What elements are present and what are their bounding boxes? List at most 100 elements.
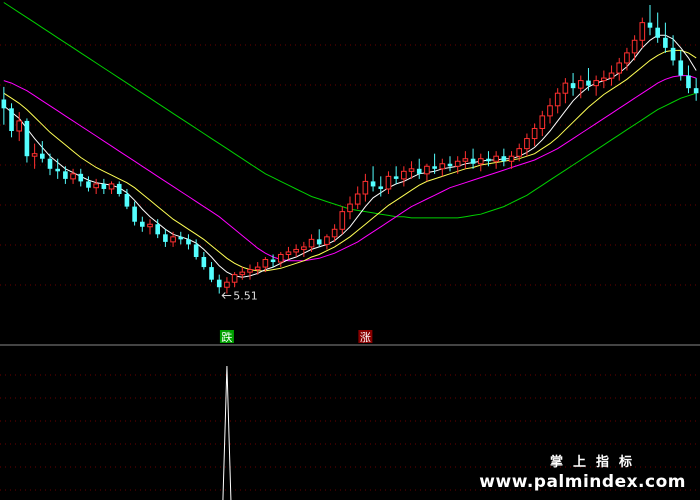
candle-body — [508, 155, 515, 162]
candle — [693, 78, 699, 101]
candle — [108, 181, 115, 194]
candle — [262, 257, 269, 273]
candle — [155, 219, 160, 239]
candle — [285, 246, 292, 260]
candle-body — [486, 158, 491, 162]
candle-body — [331, 228, 338, 238]
candle-body — [586, 80, 591, 86]
candle — [439, 158, 446, 177]
candle — [362, 173, 369, 202]
candle-body — [378, 186, 384, 189]
candle-body — [1, 99, 7, 109]
candle-body — [132, 206, 137, 222]
candle-body — [362, 180, 369, 195]
candle — [593, 75, 599, 96]
candle — [531, 123, 538, 147]
candle — [547, 98, 553, 124]
candle-body — [554, 92, 561, 107]
candle — [454, 156, 461, 174]
candle — [385, 171, 392, 194]
candle-body — [270, 259, 276, 263]
candle-body — [570, 83, 576, 89]
candle-body — [55, 168, 60, 172]
candle-body — [216, 279, 222, 288]
candle — [132, 201, 137, 226]
candle-body — [639, 22, 646, 41]
candle-body — [670, 47, 676, 61]
candle — [516, 143, 523, 162]
candle — [655, 12, 660, 43]
candle — [639, 17, 646, 48]
candle — [270, 254, 276, 268]
candle-body — [47, 158, 53, 169]
candle-body — [31, 153, 38, 157]
candle — [293, 244, 299, 257]
candle-body — [308, 238, 315, 248]
candle — [686, 65, 691, 94]
candle-body — [593, 80, 599, 87]
candle-body — [231, 274, 238, 283]
signal-down-box — [219, 330, 234, 343]
candle — [224, 277, 230, 294]
candle-body — [170, 236, 176, 243]
candle-body — [416, 168, 422, 174]
candle — [308, 234, 315, 252]
ma-mid-line — [3, 49, 697, 272]
candle — [216, 274, 222, 294]
candle — [40, 141, 45, 163]
candle — [231, 272, 238, 288]
candle — [239, 267, 246, 280]
candle — [347, 196, 353, 220]
candle — [370, 166, 376, 192]
candle — [170, 231, 176, 247]
candle-body — [224, 281, 230, 288]
signal-up-box — [358, 330, 373, 343]
candle-body — [547, 105, 553, 117]
candle — [9, 103, 14, 138]
candle — [408, 161, 415, 179]
ma-longest-line — [3, 2, 697, 219]
candle-body — [524, 138, 530, 150]
indicator-pane — [0, 365, 700, 500]
candle — [608, 65, 615, 86]
candle-body — [63, 171, 68, 179]
candle-body — [86, 181, 91, 188]
candle — [601, 70, 607, 89]
candle — [577, 75, 584, 99]
candle-body — [439, 163, 446, 170]
watermark-url: www.palmindex.com — [479, 472, 686, 492]
candle-body — [193, 244, 199, 257]
candle-body — [108, 183, 115, 190]
candle — [86, 176, 91, 192]
candle — [78, 168, 84, 187]
candle — [624, 47, 630, 71]
candle — [47, 153, 53, 176]
candle — [101, 178, 107, 194]
candle-body — [147, 223, 153, 228]
candle — [470, 148, 476, 169]
candle-body — [16, 120, 23, 132]
candle — [163, 229, 168, 247]
candle-body — [424, 165, 430, 175]
candle — [539, 110, 546, 137]
candle — [416, 158, 422, 179]
candle-body — [186, 239, 191, 245]
candle-body — [562, 82, 569, 94]
candle-body — [663, 37, 668, 48]
candle-body — [93, 183, 99, 189]
candle-body — [686, 75, 691, 89]
candle — [432, 153, 437, 174]
candle-body — [693, 88, 699, 94]
candle — [124, 188, 130, 210]
signal-up-label: 涨 — [360, 331, 371, 344]
candle-body — [616, 62, 623, 74]
low-marker-label: 5.51 — [233, 290, 258, 303]
candle-body — [316, 239, 322, 245]
candle-body — [393, 176, 399, 179]
candle — [186, 234, 191, 250]
candle — [477, 153, 484, 172]
ma-long-line — [3, 75, 697, 262]
candle — [447, 156, 453, 172]
candle-body — [539, 115, 546, 129]
